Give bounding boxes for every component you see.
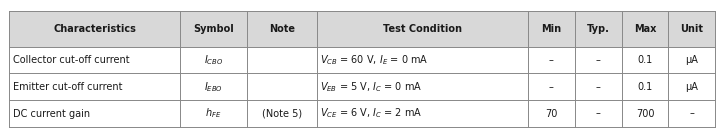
Text: 0.1: 0.1	[637, 55, 652, 65]
Text: Note: Note	[269, 24, 295, 34]
Text: Emitter cut-off current: Emitter cut-off current	[13, 82, 122, 92]
Text: –: –	[549, 55, 554, 65]
Bar	[180, 100, 247, 127]
Text: Max: Max	[634, 24, 656, 34]
Text: –: –	[596, 82, 601, 92]
Text: μA: μA	[686, 55, 699, 65]
Bar	[528, 47, 575, 73]
Bar	[622, 11, 668, 47]
Text: 70: 70	[545, 109, 557, 119]
Text: $I_{CBO}$: $I_{CBO}$	[204, 53, 223, 67]
Bar	[9, 73, 180, 100]
Bar	[317, 47, 528, 73]
Text: Collector cut-off current: Collector cut-off current	[13, 55, 130, 65]
Text: –: –	[689, 109, 694, 119]
Bar	[668, 73, 715, 100]
Bar	[9, 47, 180, 73]
Bar	[9, 11, 180, 47]
Bar	[668, 100, 715, 127]
Bar	[528, 73, 575, 100]
Bar	[668, 11, 715, 47]
Text: Typ.: Typ.	[586, 24, 610, 34]
Text: –: –	[549, 82, 554, 92]
Text: DC current gain: DC current gain	[13, 109, 90, 119]
Bar	[180, 73, 247, 100]
Bar	[528, 11, 575, 47]
Bar	[575, 11, 622, 47]
Text: $h_{FE}$: $h_{FE}$	[206, 107, 222, 120]
Text: $I_{EBO}$: $I_{EBO}$	[204, 80, 223, 94]
Bar	[247, 47, 317, 73]
Text: Symbol: Symbol	[193, 24, 234, 34]
Bar	[575, 100, 622, 127]
Text: (Note 5): (Note 5)	[262, 109, 302, 119]
Bar	[622, 47, 668, 73]
Bar	[622, 73, 668, 100]
Text: $V_{CE}$ = 6 V, $I_C$ = 2 mA: $V_{CE}$ = 6 V, $I_C$ = 2 mA	[320, 107, 422, 120]
Bar	[180, 47, 247, 73]
Bar	[622, 100, 668, 127]
Bar	[575, 47, 622, 73]
Bar	[247, 11, 317, 47]
Text: Test Condition: Test Condition	[383, 24, 462, 34]
Text: μA: μA	[686, 82, 699, 92]
Text: $V_{EB}$ = 5 V, $I_C$ = 0 mA: $V_{EB}$ = 5 V, $I_C$ = 0 mA	[320, 80, 422, 94]
Bar	[317, 73, 528, 100]
Text: Min: Min	[542, 24, 561, 34]
Bar	[317, 11, 528, 47]
Text: $V_{CB}$ = 60 V, $I_E$ = 0 mA: $V_{CB}$ = 60 V, $I_E$ = 0 mA	[320, 53, 429, 67]
Bar	[247, 100, 317, 127]
Text: Characteristics: Characteristics	[53, 24, 136, 34]
Bar	[247, 73, 317, 100]
Bar	[317, 100, 528, 127]
Bar	[180, 11, 247, 47]
Text: Unit: Unit	[681, 24, 704, 34]
Bar	[9, 100, 180, 127]
Bar	[528, 100, 575, 127]
Bar	[668, 47, 715, 73]
Text: –: –	[596, 55, 601, 65]
Text: –: –	[596, 109, 601, 119]
Text: 700: 700	[636, 109, 654, 119]
Text: 0.1: 0.1	[637, 82, 652, 92]
Bar	[575, 73, 622, 100]
